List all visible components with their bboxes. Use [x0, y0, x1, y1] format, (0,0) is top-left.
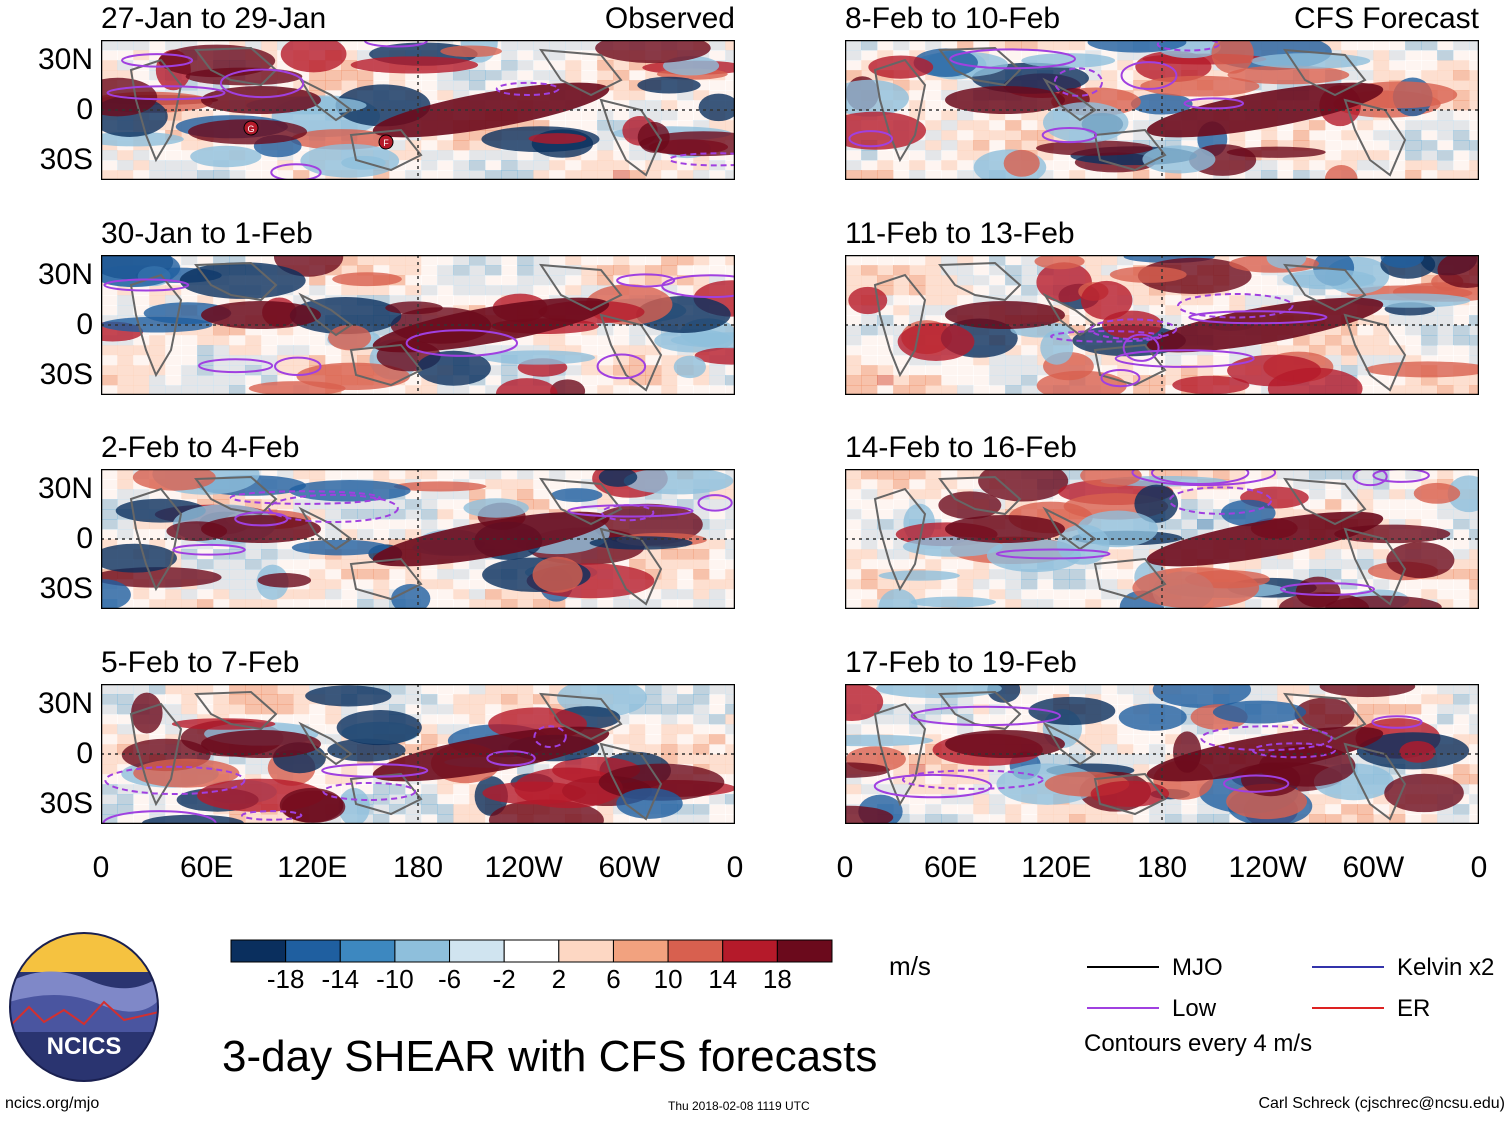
shear-map-panel [845, 684, 1479, 824]
column-header: CFS Forecast [1293, 2, 1479, 35]
y-tick-label: 30N [37, 471, 93, 505]
colorbar-label: 18 [762, 964, 792, 994]
colorbar-segment [394, 939, 451, 963]
panel-title: 8-Feb to 10-Feb [845, 2, 1061, 35]
colorbar-label: -2 [492, 964, 516, 994]
y-tick-label: 30S [39, 358, 93, 392]
legend-label: Low [1172, 995, 1217, 1022]
storm-marker [378, 134, 394, 150]
y-tick-label: 30S [39, 787, 93, 821]
y-tick-label: 30S [39, 143, 93, 177]
panel-title: 30-Jan to 1-Feb [101, 217, 313, 250]
shear-map-panel: GF [101, 40, 735, 180]
legend-line [1087, 1007, 1159, 1009]
x-tick-label: 60W [1342, 851, 1405, 884]
colorbar-segment [722, 939, 778, 963]
colorbar-segment [339, 939, 396, 963]
x-tick-label: 120W [1228, 851, 1307, 884]
colorbar-label: 10 [653, 964, 683, 994]
colorbar-label: -14 [321, 964, 360, 994]
panel-title: 27-Jan to 29-Jan [101, 2, 327, 35]
x-tick-label: 120W [484, 851, 563, 884]
x-tick-label: 0 [1470, 851, 1488, 884]
panel-title: 2-Feb to 4-Feb [101, 431, 300, 464]
colorbar-segment [612, 939, 669, 963]
x-tick-label: 0 [836, 851, 854, 884]
units-label: m/s [889, 951, 931, 981]
y-tick-label: 30N [37, 42, 93, 76]
panel-title: 11-Feb to 13-Feb [845, 217, 1075, 250]
panel-title: 17-Feb to 19-Feb [845, 646, 1077, 679]
ncics-logo: NCICS [9, 932, 159, 1082]
shear-map-panel [845, 40, 1479, 180]
colorbar-label: -10 [376, 964, 414, 994]
colorbar [230, 939, 833, 963]
shear-map-panel [845, 255, 1479, 395]
shear-map-panel [101, 255, 735, 395]
colorbar-segment [776, 939, 833, 963]
colorbar-label: 2 [551, 964, 567, 994]
x-tick-label: 120E [277, 851, 348, 884]
x-tick-label: 60E [179, 851, 234, 884]
storm-marker-label: G [247, 124, 254, 134]
legend-line [1312, 1007, 1384, 1009]
y-tick-label: 0 [76, 308, 93, 341]
footer-timestamp: Thu 2018-02-08 1119 UTC [668, 1099, 810, 1113]
y-tick-label: 0 [76, 737, 93, 770]
x-tick-label: 60E [923, 851, 978, 884]
legend-line [1087, 966, 1159, 968]
storm-marker-label: F [383, 138, 389, 148]
y-tick-label: 30N [37, 686, 93, 720]
colorbar-label: -18 [266, 964, 305, 994]
y-tick-label: 0 [76, 522, 93, 555]
y-tick-label: 0 [76, 93, 93, 126]
x-tick-label: 60W [598, 851, 661, 884]
colorbar-segment [558, 939, 614, 963]
y-tick-label: 30S [39, 572, 93, 606]
legend-label: Kelvin x2 [1397, 954, 1495, 981]
panel-title: 14-Feb to 16-Feb [845, 431, 1077, 464]
legend-label: ER [1397, 995, 1431, 1022]
panel-title: 5-Feb to 7-Feb [101, 646, 300, 679]
x-tick-label: 0 [92, 851, 110, 884]
logo-text: NCICS [47, 1033, 122, 1060]
footer-url[interactable]: ncics.org/mjo [5, 1095, 100, 1112]
x-tick-label: 0 [726, 851, 744, 884]
figure-title: 3-day SHEAR with CFS forecasts [222, 1032, 878, 1081]
column-header: Observed [604, 2, 735, 35]
colorbar-label: 6 [606, 964, 621, 994]
colorbar-segment [449, 939, 505, 963]
x-tick-label: 180 [1136, 851, 1188, 884]
colorbar-segment [285, 939, 341, 963]
storm-marker [243, 120, 259, 136]
x-tick-label: 120E [1021, 851, 1092, 884]
x-tick-label: 180 [392, 851, 444, 884]
shear-map-panel [101, 684, 735, 824]
footer-credit: Carl Schreck (cjschrec@ncsu.edu) [1258, 1095, 1505, 1112]
legend-line [1312, 966, 1384, 968]
colorbar-segment [230, 939, 287, 963]
y-tick-label: 30N [37, 257, 93, 291]
shear-map-panel [845, 469, 1479, 609]
colorbar-segment [503, 939, 560, 963]
colorbar-label: -6 [437, 964, 462, 994]
shear-map-panel [101, 469, 735, 609]
colorbar-segment [667, 939, 724, 963]
contour-note: Contours every 4 m/s [1084, 1030, 1313, 1057]
colorbar-label: 14 [708, 964, 738, 994]
legend-label: MJO [1172, 954, 1223, 981]
